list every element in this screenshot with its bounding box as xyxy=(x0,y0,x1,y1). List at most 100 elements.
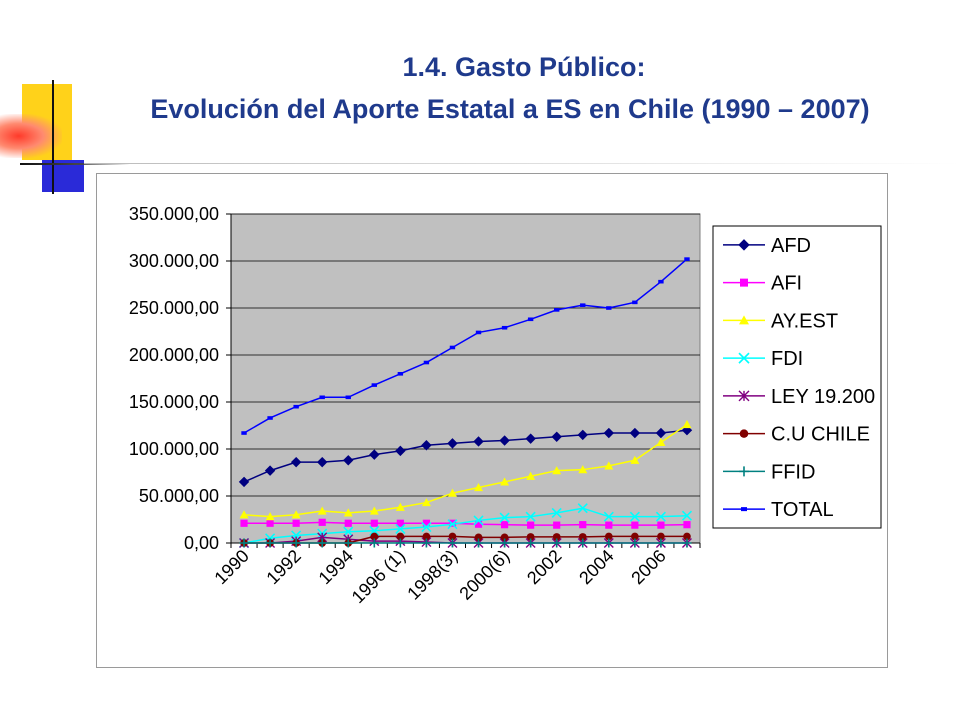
data-point-afd xyxy=(655,427,667,439)
deco-top-rule xyxy=(84,163,960,164)
data-point-ffid xyxy=(630,538,640,548)
data-point-total xyxy=(501,325,508,330)
y-tick-label: 150.000,00 xyxy=(129,392,219,412)
data-point-afi xyxy=(240,519,248,527)
legend-marker-c-u-chile xyxy=(739,429,749,438)
data-point-ay-est xyxy=(239,510,249,519)
data-point-c-u-chile xyxy=(578,533,587,541)
data-point-afi xyxy=(422,519,431,527)
data-point-total xyxy=(371,383,378,387)
data-point-fdi xyxy=(551,507,562,518)
data-point-c-u-chile xyxy=(552,533,561,541)
data-point-total xyxy=(527,317,534,322)
y-tick-label: 350.000,00 xyxy=(129,204,219,224)
data-point-total xyxy=(449,345,456,350)
data-point-afi xyxy=(266,519,274,527)
slide-title-line2: Evolución del Aporte Estatal a ES en Chi… xyxy=(150,94,870,124)
data-point-ay-est xyxy=(474,483,484,492)
data-point-afd xyxy=(525,433,536,444)
data-point-ay-est xyxy=(552,466,562,475)
data-point-total xyxy=(267,416,273,420)
data-point-afi xyxy=(553,521,561,529)
data-point-afd xyxy=(499,435,510,446)
legend-label-c-u-chile: C.U CHILE xyxy=(771,424,870,446)
legend-label-ffid: FFID xyxy=(771,461,815,483)
data-point-afi xyxy=(344,519,352,527)
x-tick-label: 2002 xyxy=(523,546,565,588)
data-point-ay-est xyxy=(395,502,405,511)
data-point-ffid xyxy=(395,538,405,548)
data-point-afi xyxy=(579,521,587,529)
data-point-total xyxy=(580,303,586,307)
x-tick-label: 2000(6) xyxy=(455,546,513,604)
data-point-ay-est xyxy=(500,477,510,486)
data-point-afd xyxy=(551,431,562,442)
data-point-c-u-chile xyxy=(474,533,483,542)
data-point-afi xyxy=(318,518,326,526)
data-point-c-u-chile xyxy=(448,532,457,541)
plot-area xyxy=(230,213,701,544)
data-point-ffid xyxy=(682,538,692,548)
data-point-total xyxy=(319,395,325,400)
deco-vertical-line xyxy=(52,80,54,194)
data-point-c-u-chile xyxy=(500,533,509,542)
data-point-fdi xyxy=(525,511,536,522)
data-point-afi xyxy=(683,521,691,529)
data-point-afd xyxy=(447,438,458,449)
legend-label-ley-19-200: LEY 19.200 xyxy=(771,386,875,408)
data-point-fdi xyxy=(369,525,380,536)
series-line-ay-est xyxy=(243,423,688,518)
line-chart: 0,00 50.000,00 100.000,00 150.000,00 200.000… xyxy=(129,204,882,607)
data-point-ffid xyxy=(421,538,431,548)
data-point-afi xyxy=(631,521,639,529)
y-tick-label: 50.000,00 xyxy=(139,486,219,506)
data-point-fdi xyxy=(421,521,432,533)
data-point-fdi xyxy=(473,515,484,526)
data-point-afd xyxy=(421,440,432,451)
data-point-total xyxy=(658,279,664,284)
data-point-ay-est xyxy=(421,498,431,507)
data-point-afd xyxy=(629,427,641,439)
data-point-c-u-chile xyxy=(604,532,613,541)
data-point-fdi xyxy=(655,511,666,522)
data-point-ffid xyxy=(604,538,614,548)
data-point-afi xyxy=(657,521,665,529)
x-tick-label: 1994 xyxy=(315,546,357,588)
y-tick-label: 300.000,00 xyxy=(129,251,219,271)
data-point-afd xyxy=(603,427,615,439)
y-tick-label: 0,00 xyxy=(184,533,219,553)
data-point-ay-est xyxy=(343,508,353,517)
data-point-ffid xyxy=(552,538,562,548)
deco-horizontal-line xyxy=(20,163,130,165)
legend-label-afd: AFD xyxy=(771,235,811,257)
y-tick-label: 250.000,00 xyxy=(129,298,219,318)
data-point-ffid xyxy=(343,538,353,548)
data-point-fdi xyxy=(629,511,640,522)
data-point-ffid xyxy=(578,538,588,548)
series-line-afi xyxy=(244,521,687,526)
data-point-afd xyxy=(343,455,354,466)
data-point-afi xyxy=(292,519,300,527)
data-point-ay-est xyxy=(265,512,275,521)
deco-blue-block xyxy=(42,160,84,192)
x-tick-label: 2004 xyxy=(575,546,617,588)
data-point-afd xyxy=(264,465,276,476)
data-point-fdi xyxy=(603,511,614,522)
y-tick-label: 200.000,00 xyxy=(129,345,219,365)
data-point-afd xyxy=(290,456,302,468)
data-point-ffid xyxy=(369,538,379,548)
data-point-total xyxy=(632,300,638,305)
data-point-c-u-chile xyxy=(683,532,691,541)
legend-marker-ffid xyxy=(739,466,749,477)
data-point-afd xyxy=(681,424,693,436)
data-point-total xyxy=(397,372,404,376)
data-point-ay-est xyxy=(526,471,536,480)
data-point-ay-est xyxy=(369,506,379,515)
legend-label-afi: AFI xyxy=(771,273,802,295)
x-tick-label: 1992 xyxy=(263,546,305,588)
data-point-c-u-chile xyxy=(370,532,379,541)
legend-label-fdi: FDI xyxy=(771,348,803,370)
data-point-fdi xyxy=(447,519,458,530)
data-point-afd xyxy=(238,476,250,488)
data-point-afi xyxy=(396,519,404,527)
